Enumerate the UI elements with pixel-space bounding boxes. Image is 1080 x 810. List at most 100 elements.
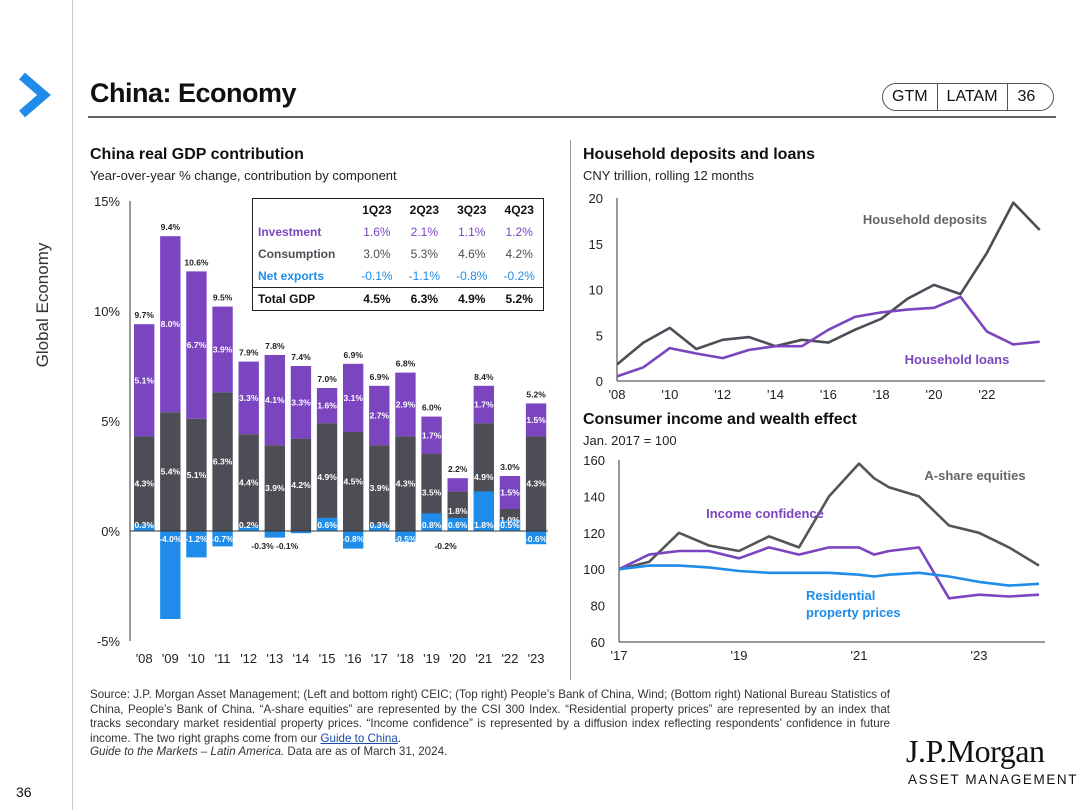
bar-consumption: [264, 445, 286, 531]
total-label: 10.6%: [184, 257, 209, 267]
gdp-chart-title: China real GDP contribution: [90, 146, 304, 163]
y-tick-label: 5%: [101, 414, 120, 429]
y-tick-label: 10%: [94, 304, 120, 319]
pill-separator: [1006, 83, 1008, 111]
x-tick-label: '20: [926, 387, 943, 402]
page-title: China: Economy: [90, 78, 297, 108]
investment-label: 3.3%: [291, 397, 311, 407]
bar-net-exports: [212, 531, 233, 547]
series-label: Income confidence: [706, 506, 824, 521]
wealth-chart-subtitle: Jan. 2017 = 100: [583, 433, 677, 448]
table-cell: 3.0%: [363, 247, 391, 261]
x-tick-label: '13: [266, 651, 283, 666]
y-tick-label: 15%: [94, 194, 120, 209]
bar-investment: [421, 416, 442, 454]
investment-label: 2.9%: [396, 400, 416, 410]
bar-investment: [134, 324, 155, 437]
net-exports-label: 0.6%: [317, 520, 337, 530]
consumption-label: 6.3%: [213, 457, 233, 467]
guide-to-china-link[interactable]: Guide to China: [320, 731, 398, 745]
series-label: A-share equities: [924, 468, 1025, 483]
table-cell: -0.1%: [361, 269, 393, 283]
investment-label: 1.5%: [500, 488, 520, 498]
table-cell: Total GDP: [252, 287, 354, 311]
investment-label: 6.7%: [187, 340, 207, 350]
bar-consumption: [290, 438, 312, 531]
total-label: 7.4%: [291, 352, 311, 362]
bar-consumption: [316, 423, 338, 531]
net-exports-label: 0.3%: [370, 520, 390, 530]
series-label: Residential: [806, 588, 875, 603]
bar-investment: [264, 355, 286, 446]
page-number: 36: [16, 784, 32, 800]
wealth-chart-title: Consumer income and wealth effect: [583, 411, 857, 428]
net-exports-label: -0.6%: [525, 534, 548, 544]
y-tick-label: 140: [583, 489, 605, 504]
series-line-0: [616, 201, 1041, 366]
table-row-consumption: Consumption 3.0% 5.3% 4.6% 4.2%: [253, 243, 544, 265]
chevron-right-icon: [19, 72, 51, 118]
gdp-chart: 15% 10% 5% 0% -5% '08 4.3% 5.1% 0.3% 9.7% '09 5.4% 8…: [94, 194, 548, 666]
jpmorgan-logo: J.P.Morgan: [906, 733, 1045, 769]
pill-page: 36: [1017, 88, 1036, 105]
x-tick-label: '21: [851, 648, 868, 663]
series-line-0: [618, 462, 1040, 571]
series-label: Household deposits: [863, 212, 987, 227]
table-header-row: 1Q23 2Q23 3Q23 4Q23: [253, 199, 544, 222]
investment-label: 2.7%: [370, 411, 390, 421]
x-tick-label: '18: [397, 651, 414, 666]
bar-investment: [369, 385, 390, 446]
series-line-2: [618, 564, 1040, 587]
bar-investment: [499, 476, 521, 509]
total-label: 8.4%: [474, 372, 494, 382]
total-label: 7.9%: [239, 348, 259, 358]
total-label: 6.9%: [344, 350, 364, 360]
bar-investment: [525, 403, 547, 437]
table-cell: 6.3%: [400, 287, 449, 311]
table-cell: 5.2%: [495, 287, 544, 311]
investment-label: 1.6%: [317, 401, 337, 411]
x-tick-label: '09: [162, 651, 179, 666]
consumption-label: 3.9%: [265, 483, 285, 493]
consumption-label: 5.1%: [187, 470, 207, 480]
table-header-cell: [253, 199, 354, 222]
x-tick-label: '17: [611, 648, 628, 663]
total-label: 5.2%: [526, 389, 546, 399]
total-label: 7.8%: [265, 341, 285, 351]
consumption-label: 4.9%: [317, 472, 337, 482]
y-tick-label: 10: [589, 283, 603, 298]
y-tick-label: 100: [583, 562, 605, 577]
x-tick-label: '14: [292, 651, 309, 666]
x-tick-label: '16: [345, 651, 362, 666]
table-cell: Net exports: [258, 269, 325, 283]
table-cell: 4.5%: [353, 287, 401, 311]
table-row-total: Total GDP 4.5% 6.3% 4.9% 5.2%: [252, 287, 544, 311]
y-tick-label: 5: [596, 328, 603, 343]
consumption-label: 3.5%: [422, 488, 442, 498]
wealth-chart: 60 80 100 120 140 160 '17 '19 '21 '23 A-share equi…: [583, 453, 1045, 663]
bar-net-exports: [499, 520, 521, 531]
bar-net-exports: [316, 517, 338, 531]
y-tick-label: 15: [589, 237, 603, 252]
x-tick-label: '21: [475, 651, 492, 666]
investment-label: 8.0%: [161, 319, 181, 329]
guide-note: Guide to the Markets – Latin America. Da…: [90, 745, 448, 758]
chart-divider: [570, 140, 571, 680]
bar-consumption: [134, 436, 155, 531]
table-cell: -0.8%: [456, 269, 488, 283]
net-exports-label: -0.5%: [394, 534, 417, 544]
table-cell: -1.1%: [408, 269, 441, 283]
bar-consumption: [186, 418, 207, 531]
header-divider: [88, 116, 1056, 118]
table-cell: Consumption: [258, 247, 336, 261]
total-label: 6.8%: [396, 359, 416, 369]
investment-label: 5.1%: [135, 375, 155, 385]
x-tick-label: '19: [731, 648, 748, 663]
consumption-label: 3.9%: [370, 483, 390, 493]
bar-net-exports: [343, 531, 364, 549]
source-note: Source: J.P. Morgan Asset Management; (L…: [90, 688, 890, 745]
table-cell: 1.6%: [363, 225, 391, 239]
table-cell: 2.1%: [410, 225, 439, 239]
bar-net-exports: [395, 531, 416, 542]
table-cell: 4.6%: [458, 247, 486, 261]
